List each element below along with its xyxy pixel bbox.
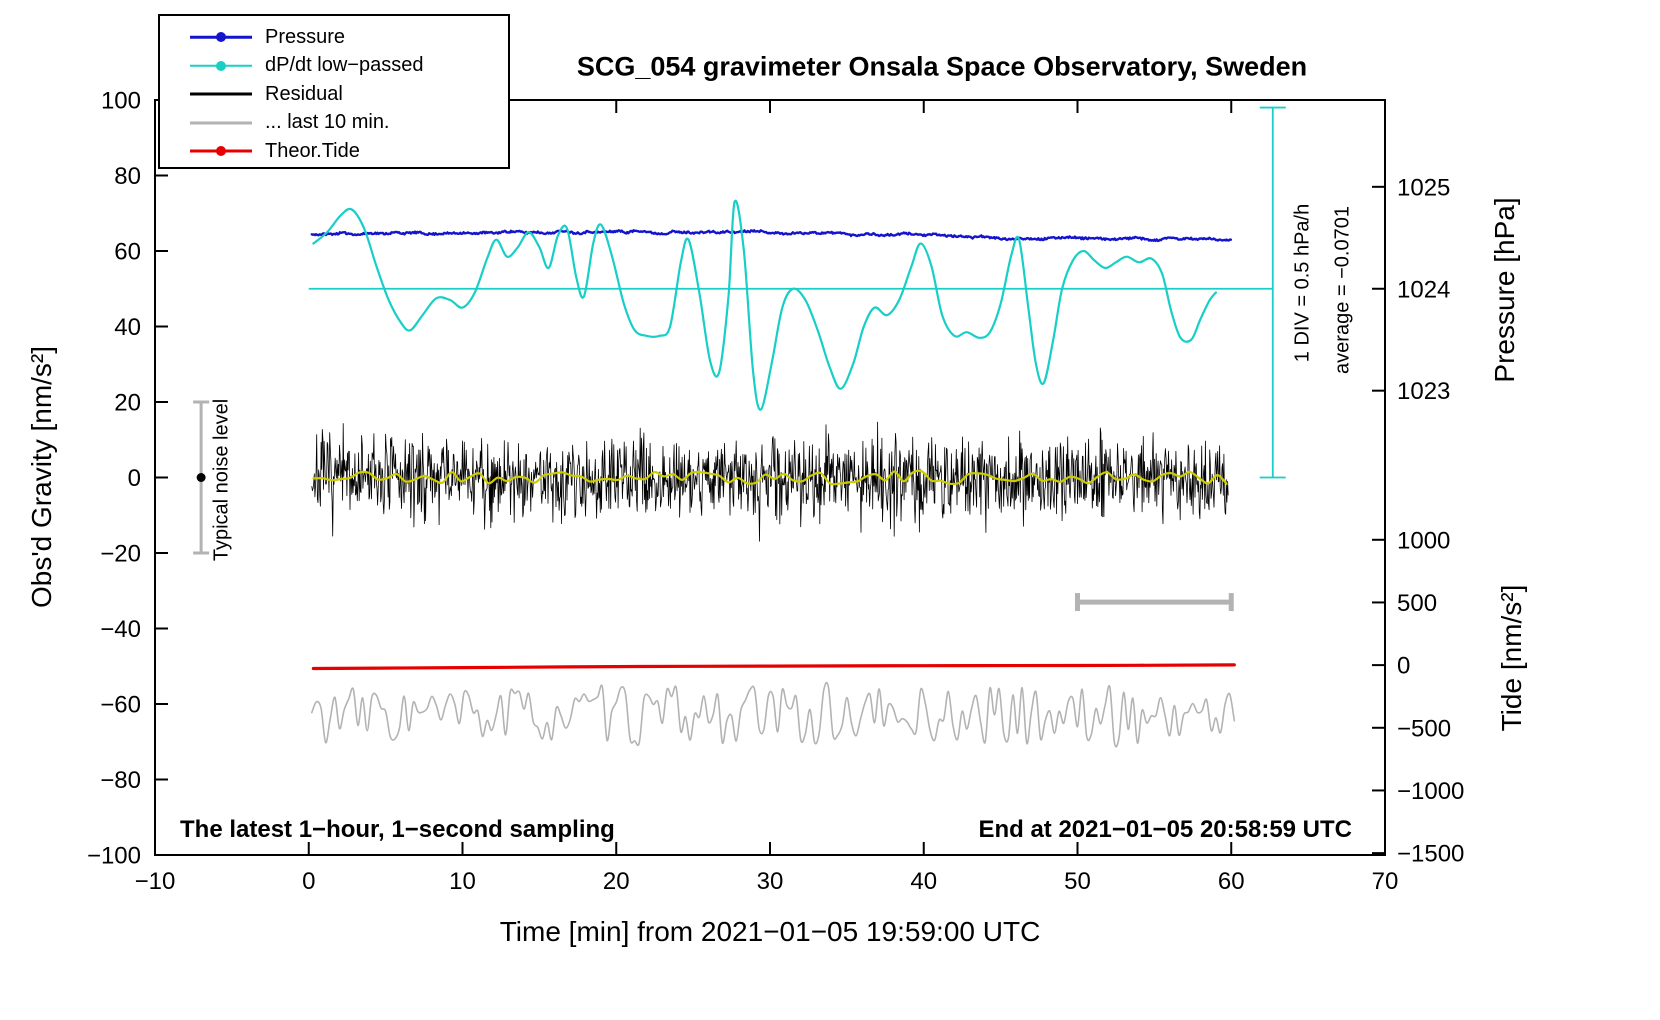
legend: Pressure dP/dt low−passed Residual ... last… xyxy=(158,14,510,169)
tide-tick-label: −1500 xyxy=(1397,841,1464,868)
legend-label: ... last 10 min. xyxy=(265,111,390,134)
series-last-10-min xyxy=(311,681,1236,748)
x-tick-label: 20 xyxy=(603,868,630,895)
average-annotation: average = −0.0701 xyxy=(1331,206,1354,374)
x-axis-label: Time [min] from 2021−01−05 19:59:00 UTC xyxy=(499,916,1041,947)
series-pressure xyxy=(310,229,1233,243)
legend-label: Pressure xyxy=(265,25,346,48)
chart-title: SCG_054 gravimeter Onsala Space Observat… xyxy=(576,51,1308,82)
end-time-note: End at 2021−01−05 20:58:59 UTC xyxy=(978,816,1352,843)
legend-item: dP/dt low−passed xyxy=(160,52,508,81)
series-dp-dt-low-passed xyxy=(312,199,1217,411)
x-tick-label: 50 xyxy=(1064,868,1091,895)
y-tick-label: −60 xyxy=(100,692,141,719)
legend-marker xyxy=(190,117,252,129)
y-axis-label-gravity: Obs'd Gravity [nm/s²] xyxy=(26,345,57,609)
noise-level-dot xyxy=(196,473,206,482)
y-tick-label: 0 xyxy=(128,465,141,492)
y-tick-label: −80 xyxy=(100,767,141,794)
series-theor-tide xyxy=(311,663,1236,671)
pressure-tick-label: 1023 xyxy=(1397,378,1450,405)
series-residual xyxy=(311,421,1229,542)
series-residual-low-passed xyxy=(312,469,1228,486)
legend-line xyxy=(190,121,252,125)
legend-item: Residual xyxy=(160,80,508,109)
y-tick-label: 40 xyxy=(114,314,141,341)
div-scale-annotation: 1 DIV = 0.5 hPa/h xyxy=(1291,203,1314,363)
x-tick-label: 40 xyxy=(910,868,937,895)
x-tick-label: 30 xyxy=(757,868,784,895)
legend-dot xyxy=(216,32,226,43)
tide-tick-label: 500 xyxy=(1397,590,1437,617)
y-tick-label: −20 xyxy=(100,541,141,568)
tide-tick-label: 1000 xyxy=(1397,527,1450,554)
pressure-tick-label: 1025 xyxy=(1397,174,1450,201)
legend-line xyxy=(190,92,252,96)
tide-tick-label: −1000 xyxy=(1397,778,1464,805)
legend-item: Theor.Tide xyxy=(160,137,508,166)
tide-tick-label: 0 xyxy=(1397,653,1410,680)
legend-item: ... last 10 min. xyxy=(160,109,508,138)
legend-label: dP/dt low−passed xyxy=(265,54,424,77)
tide-tick-label: −500 xyxy=(1397,715,1451,742)
x-tick-label: 70 xyxy=(1372,868,1399,895)
y-tick-label: 60 xyxy=(114,239,141,266)
legend-marker xyxy=(190,88,252,100)
y-tick-label: −100 xyxy=(87,843,141,870)
legend-marker xyxy=(190,145,252,157)
noise-level-annotation: Typical noise level xyxy=(210,398,233,562)
y-tick-label: 100 xyxy=(101,88,141,115)
legend-label: Theor.Tide xyxy=(265,139,360,162)
legend-item: Pressure xyxy=(160,23,508,52)
legend-dot xyxy=(216,60,226,71)
legend-marker xyxy=(190,60,252,72)
x-tick-label: 0 xyxy=(302,868,315,895)
x-tick-label: −10 xyxy=(135,868,176,895)
x-tick-label: 10 xyxy=(449,868,476,895)
legend-label: Residual xyxy=(265,82,343,105)
y2-axis-label-tide: Tide [nm/s²] xyxy=(1496,584,1527,732)
pressure-tick-label: 1024 xyxy=(1397,276,1450,303)
legend-dot xyxy=(216,146,226,157)
y2-axis-label-pressure: Pressure [hPa] xyxy=(1489,197,1520,383)
x-tick-label: 60 xyxy=(1218,868,1245,895)
y-tick-label: 80 xyxy=(114,163,141,190)
sampling-note: The latest 1−hour, 1−second sampling xyxy=(180,816,615,843)
y-tick-label: 20 xyxy=(114,390,141,417)
y-tick-label: −40 xyxy=(100,616,141,643)
legend-marker xyxy=(190,31,252,43)
